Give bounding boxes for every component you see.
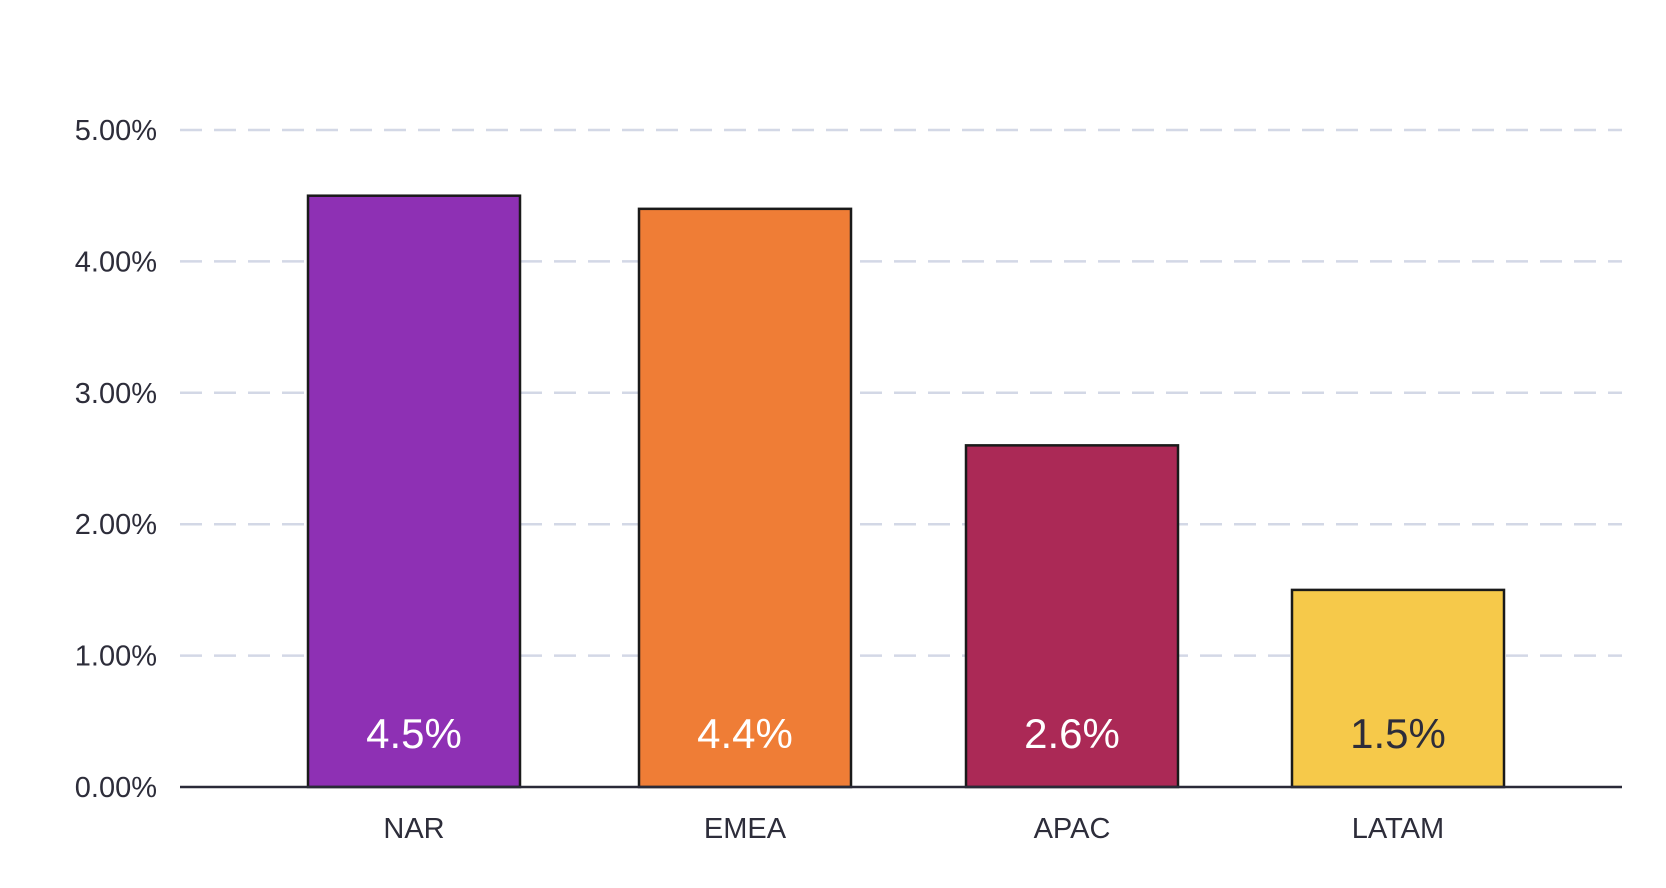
y-tick-label-3: 3.00% (75, 378, 157, 410)
bar-latam (1290, 588, 1506, 789)
category-label-emea: EMEA (704, 813, 787, 845)
bar-nar (306, 194, 522, 789)
y-tick-label-1: 1.00% (75, 641, 157, 673)
category-label-latam: LATAM (1352, 813, 1444, 845)
data-label-latam: 1.5% (1350, 710, 1446, 757)
data-label-nar: 4.5% (366, 710, 462, 757)
data-label-apac: 2.6% (1024, 710, 1120, 757)
y-tick-label-2: 2.00% (75, 509, 157, 541)
y-tick-label-4: 4.00% (75, 246, 157, 278)
y-tick-label-0: 0.00% (75, 772, 157, 804)
bar-emea (637, 207, 853, 789)
x-axis-categories: NAR EMEA APAC LATAM (383, 813, 1444, 845)
data-label-emea: 4.4% (697, 710, 793, 757)
y-tick-label-5: 5.00% (75, 115, 157, 147)
bar-apac (964, 444, 1180, 789)
data-labels: 4.5% 4.4% 2.6% 1.5% (366, 710, 1446, 757)
bars (306, 194, 1506, 789)
category-label-nar: NAR (383, 813, 444, 845)
category-label-apac: APAC (1034, 813, 1111, 845)
y-axis-ticks: 0.00% 1.00% 2.00% 3.00% 4.00% 5.00% (75, 115, 157, 804)
